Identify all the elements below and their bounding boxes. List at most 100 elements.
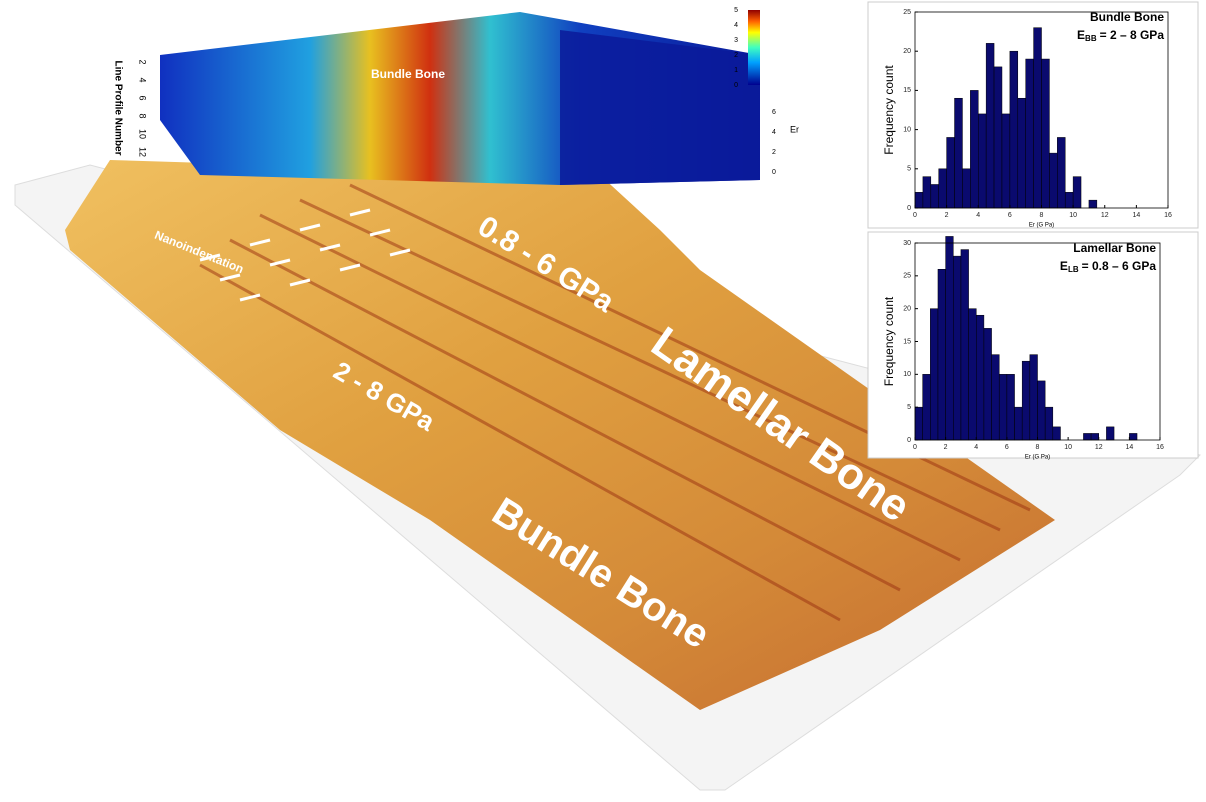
bar (953, 255, 962, 441)
y-tick-label: 5 (907, 404, 911, 411)
z-tick-label: 6 (772, 109, 776, 116)
bar (1037, 380, 1046, 441)
y-tick-label: 6 (138, 95, 148, 100)
y-tick-label: 0 (907, 437, 911, 444)
bar (930, 308, 939, 441)
y-tick-label: 10 (138, 129, 148, 139)
y-tick-label: 20 (903, 306, 911, 313)
x-tick-label: 8 (1040, 212, 1044, 219)
surface-plot: Bundle Bone Line Profile Number Er (112, 10, 799, 185)
x-tick-label: 10 (1064, 444, 1072, 451)
x-axis-label: Er (G Pa) (1025, 455, 1050, 461)
annotation-subscript: LB (1068, 265, 1079, 274)
bar (1021, 360, 1031, 441)
y-tick-label: 15 (903, 87, 911, 94)
bar (1001, 113, 1011, 209)
chart-title: Bundle Bone (1090, 10, 1164, 24)
indent-marks (199, 208, 411, 302)
bar (1072, 176, 1082, 209)
surface-label: Bundle Bone (371, 67, 445, 81)
z-tick-label: 0 (772, 169, 776, 176)
y-tick-label: 4 (138, 77, 148, 82)
x-tick-label: 14 (1132, 212, 1140, 219)
bar (1052, 426, 1061, 441)
bar (1041, 58, 1050, 209)
bar (930, 184, 939, 209)
y-tick-label: 5 (907, 166, 911, 173)
x-tick-label: 14 (1125, 444, 1133, 451)
x-tick-label: 12 (1101, 212, 1109, 219)
bar (1090, 433, 1099, 441)
lamellae (199, 183, 1031, 622)
bar (1106, 426, 1115, 441)
z-tick-label: 4 (772, 129, 776, 136)
colorbar-tick-label: 5 (734, 7, 738, 14)
chart-title: Lamellar Bone (1073, 241, 1156, 255)
bar (1017, 97, 1026, 209)
x-tick-label: 4 (976, 212, 980, 219)
bone-map (65, 160, 1055, 710)
bar (1044, 406, 1054, 441)
bar (991, 354, 1000, 441)
annotation: EBB = 2 – 8 GPa (1077, 28, 1164, 43)
annotation-subscript: BB (1085, 34, 1097, 43)
annotation-text: = 2 – 8 GPa (1100, 28, 1165, 42)
bar (968, 308, 977, 441)
bar (1064, 192, 1074, 209)
bar (914, 406, 923, 441)
x-tick-label: 6 (1008, 212, 1012, 219)
x-tick-label: 8 (1036, 444, 1040, 451)
bar (946, 137, 955, 209)
x-tick-label: 2 (945, 212, 949, 219)
annotation-symbol: E (1060, 259, 1068, 273)
bar (1033, 27, 1042, 209)
x-tick-label: 0 (913, 444, 917, 451)
bar (922, 374, 931, 441)
bar (976, 314, 985, 441)
colorbar-tick-label: 4 (734, 22, 738, 29)
bar (962, 168, 971, 209)
bar (985, 43, 995, 209)
y-axis-label: Frequency count (882, 296, 896, 386)
bar (1083, 433, 1092, 441)
y-tick-label: 10 (903, 371, 911, 378)
x-tick-label: 0 (913, 212, 917, 219)
bar (1057, 137, 1066, 209)
z-tick-label: 2 (772, 149, 776, 156)
bar (945, 236, 954, 441)
bar (960, 249, 969, 441)
bar (993, 66, 1003, 209)
y-tick-label: 20 (903, 48, 911, 55)
y-tick-label: 12 (138, 147, 148, 157)
bar (998, 374, 1008, 441)
bar (970, 90, 979, 209)
x-tick-label: 6 (1005, 444, 1009, 451)
bar (1006, 374, 1015, 441)
bar (1088, 199, 1098, 209)
colorbar-tick-label: 2 (734, 52, 738, 59)
colorbar (748, 10, 760, 85)
y-tick-label: 0 (907, 205, 911, 212)
surface-flat (560, 30, 760, 185)
colorbar-tick-label: 3 (734, 37, 738, 44)
x-axis-label: Er (G Pa) (1029, 223, 1054, 229)
bar (1025, 58, 1034, 209)
x-tick-label: 2 (944, 444, 948, 451)
bar (938, 168, 947, 209)
y-tick-label: 25 (903, 273, 911, 280)
y-tick-label: 10 (903, 126, 911, 133)
annotation-symbol: E (1077, 28, 1085, 42)
axis-label: Line Profile Number (112, 60, 123, 155)
y-tick-label: 30 (903, 240, 911, 247)
y-tick-label: 15 (903, 338, 911, 345)
x-tick-label: 16 (1164, 212, 1172, 219)
bar (1029, 354, 1038, 441)
bar (954, 97, 963, 209)
bar (922, 176, 932, 209)
x-tick-label: 4 (974, 444, 978, 451)
bar (1014, 406, 1023, 441)
bar (1049, 152, 1058, 209)
y-tick-label: 25 (903, 9, 911, 16)
